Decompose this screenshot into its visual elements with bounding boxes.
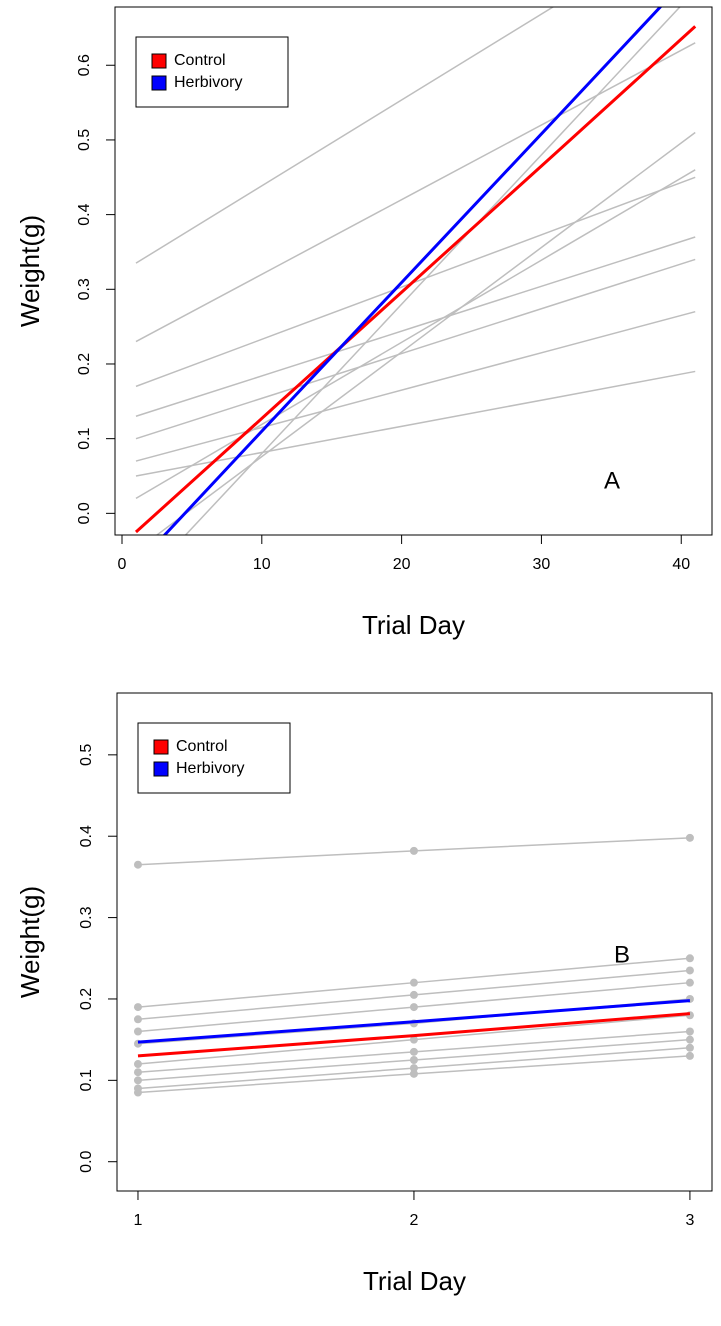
data-point — [409, 1035, 418, 1044]
x-tick-label: 10 — [253, 556, 271, 573]
legend-swatch — [153, 739, 169, 755]
individual-line — [135, 258, 696, 440]
legend-box — [135, 36, 289, 108]
data-point — [685, 1035, 694, 1044]
legend-swatch — [153, 761, 169, 777]
annotation: B — [614, 941, 630, 968]
legend-label: Herbivory — [174, 74, 242, 91]
plot-area — [133, 833, 694, 1097]
y-tick-label: 0.1 — [76, 427, 93, 449]
plot-area — [134, 7, 697, 535]
data-point — [133, 1076, 142, 1085]
y-tick-label: 0.0 — [78, 1150, 95, 1172]
data-point — [133, 1003, 142, 1012]
x-tick-label: 3 — [685, 1212, 694, 1229]
y-tick-label: 0.2 — [78, 988, 95, 1010]
individual-line — [135, 7, 555, 264]
individual-line — [135, 310, 696, 462]
y-tick-label: 0.4 — [78, 825, 95, 847]
x-tick-label: 2 — [409, 1212, 418, 1229]
data-point — [685, 966, 694, 975]
y-tick-label: 0.5 — [76, 129, 93, 151]
series-line — [137, 999, 691, 1044]
x-tick-label: 0 — [118, 556, 127, 573]
x-axis-title: Trial Day — [363, 1266, 466, 1296]
y-tick-label: 0.3 — [76, 278, 93, 300]
plot-frame — [116, 692, 713, 1192]
data-point — [133, 1068, 142, 1077]
y-tick-label: 0.5 — [78, 744, 95, 766]
individual-line — [184, 7, 681, 535]
y-axis-title: Weight(g) — [15, 215, 45, 327]
individual-line — [135, 236, 696, 417]
legend-box — [137, 722, 291, 794]
series-line — [162, 7, 663, 535]
y-tick-label: 0.6 — [76, 54, 93, 76]
series-line — [134, 25, 697, 534]
x-tick-label: 40 — [672, 556, 690, 573]
data-point — [685, 978, 694, 987]
legend-label: Control — [176, 738, 228, 755]
data-point — [409, 990, 418, 999]
data-point — [409, 1003, 418, 1012]
legend-label: Herbivory — [176, 760, 244, 777]
annotation: A — [604, 467, 620, 494]
x-tick-label: 1 — [134, 1212, 143, 1229]
data-point — [133, 1088, 142, 1097]
data-point — [685, 1027, 694, 1036]
x-tick-label: 20 — [393, 556, 411, 573]
data-point — [685, 1043, 694, 1052]
data-point — [685, 833, 694, 842]
y-tick-label: 0.1 — [78, 1069, 95, 1091]
y-tick-label: 0.0 — [76, 502, 93, 524]
series-line — [137, 1012, 691, 1058]
data-point — [133, 1060, 142, 1069]
x-axis-title: Trial Day — [362, 610, 465, 640]
data-point — [685, 1051, 694, 1060]
data-point — [409, 978, 418, 987]
data-point — [409, 1047, 418, 1056]
data-point — [685, 954, 694, 963]
legend-swatch — [151, 53, 167, 69]
y-tick-label: 0.2 — [76, 353, 93, 375]
data-point — [133, 860, 142, 869]
x-tick-label: 30 — [533, 556, 551, 573]
individual-line — [135, 176, 696, 388]
data-point — [409, 846, 418, 855]
data-point — [133, 1027, 142, 1036]
y-tick-label: 0.3 — [78, 906, 95, 928]
y-tick-label: 0.4 — [76, 203, 93, 225]
data-point — [409, 1055, 418, 1064]
plot-frame — [114, 6, 713, 536]
data-point — [133, 1015, 142, 1024]
y-axis-title: Weight(g) — [15, 886, 45, 998]
individual-line — [135, 42, 696, 343]
individual-line — [135, 370, 696, 477]
individual-line — [135, 169, 696, 500]
data-point — [409, 1069, 418, 1078]
legend-label: Control — [174, 52, 226, 69]
individual-line — [155, 131, 696, 535]
data-point — [409, 1064, 418, 1073]
legend-swatch — [151, 75, 167, 91]
